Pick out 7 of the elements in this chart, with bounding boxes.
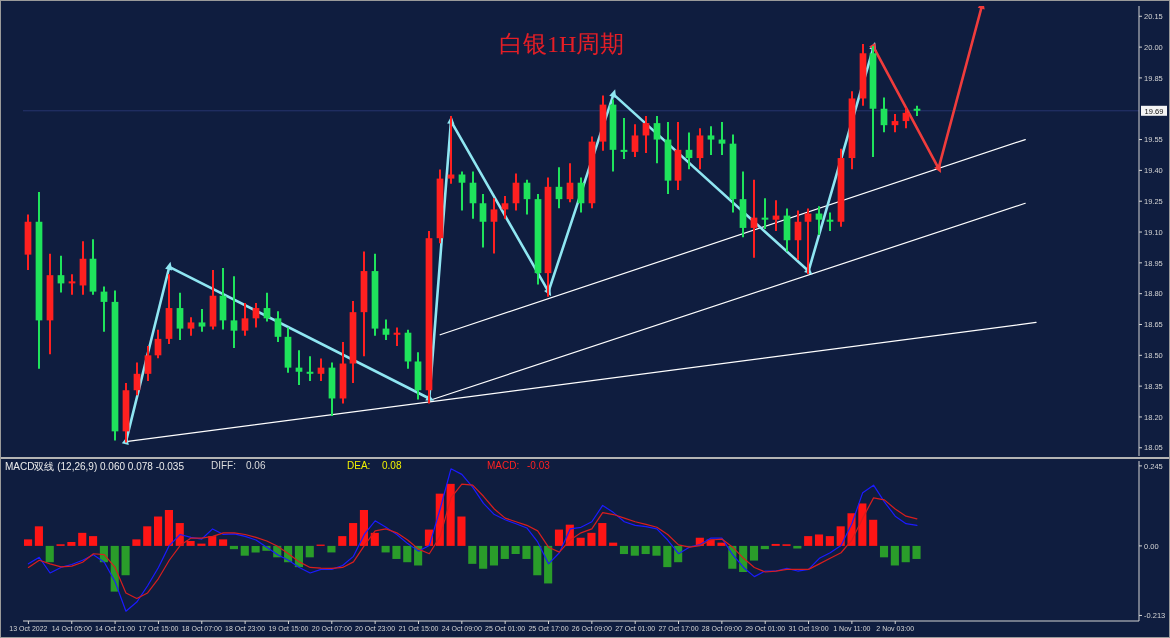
annotation: MACD: xyxy=(487,460,520,471)
annotation: -0.03 xyxy=(527,460,550,471)
annotation: 0.06 xyxy=(246,460,266,471)
chart-title: MACD双线 (12,26,9) 0.060 0.078 -0.035 xyxy=(5,461,184,472)
annotation: DIFF: xyxy=(211,460,236,471)
annotation: DEA: xyxy=(347,460,371,471)
annotation: 0.08 xyxy=(382,460,402,471)
